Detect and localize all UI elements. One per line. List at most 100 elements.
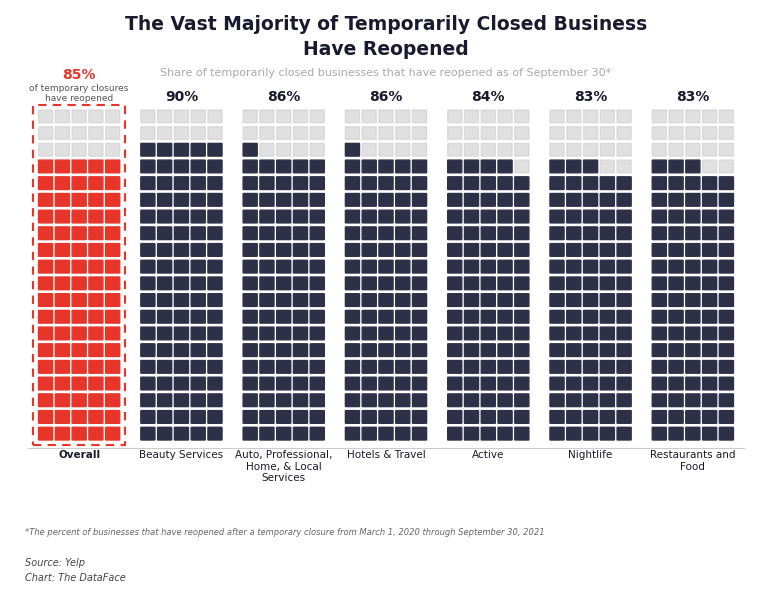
FancyBboxPatch shape (141, 410, 155, 423)
FancyBboxPatch shape (396, 410, 410, 423)
FancyBboxPatch shape (191, 143, 205, 156)
FancyBboxPatch shape (174, 394, 188, 407)
FancyBboxPatch shape (448, 194, 462, 206)
FancyBboxPatch shape (396, 177, 410, 190)
FancyBboxPatch shape (448, 410, 462, 423)
FancyBboxPatch shape (276, 244, 291, 256)
FancyBboxPatch shape (550, 244, 564, 256)
FancyBboxPatch shape (362, 227, 376, 239)
FancyBboxPatch shape (72, 110, 86, 122)
FancyBboxPatch shape (379, 110, 393, 122)
FancyBboxPatch shape (310, 227, 324, 239)
FancyBboxPatch shape (515, 210, 529, 223)
FancyBboxPatch shape (498, 244, 512, 256)
FancyBboxPatch shape (191, 227, 205, 239)
FancyBboxPatch shape (157, 377, 171, 390)
FancyBboxPatch shape (157, 394, 171, 407)
FancyBboxPatch shape (448, 127, 462, 139)
FancyBboxPatch shape (276, 294, 291, 307)
FancyBboxPatch shape (191, 410, 205, 423)
FancyBboxPatch shape (686, 427, 700, 440)
FancyBboxPatch shape (448, 110, 462, 122)
FancyBboxPatch shape (362, 127, 376, 139)
FancyBboxPatch shape (412, 344, 427, 356)
FancyBboxPatch shape (345, 160, 360, 173)
FancyBboxPatch shape (601, 177, 615, 190)
FancyBboxPatch shape (617, 210, 631, 223)
FancyBboxPatch shape (550, 160, 564, 173)
FancyBboxPatch shape (617, 227, 631, 239)
FancyBboxPatch shape (498, 427, 512, 440)
FancyBboxPatch shape (174, 327, 188, 340)
FancyBboxPatch shape (208, 127, 222, 139)
FancyBboxPatch shape (465, 410, 479, 423)
FancyBboxPatch shape (72, 310, 86, 323)
FancyBboxPatch shape (584, 127, 598, 139)
FancyBboxPatch shape (550, 227, 564, 239)
FancyBboxPatch shape (174, 260, 188, 273)
FancyBboxPatch shape (310, 344, 324, 356)
FancyBboxPatch shape (56, 210, 69, 223)
FancyBboxPatch shape (396, 227, 410, 239)
FancyBboxPatch shape (141, 310, 155, 323)
FancyBboxPatch shape (39, 277, 52, 290)
FancyBboxPatch shape (191, 310, 205, 323)
FancyBboxPatch shape (617, 377, 631, 390)
FancyBboxPatch shape (191, 294, 205, 307)
FancyBboxPatch shape (550, 344, 564, 356)
FancyBboxPatch shape (72, 410, 86, 423)
FancyBboxPatch shape (174, 194, 188, 206)
FancyBboxPatch shape (448, 260, 462, 273)
FancyBboxPatch shape (379, 227, 393, 239)
FancyBboxPatch shape (39, 377, 52, 390)
FancyBboxPatch shape (498, 310, 512, 323)
FancyBboxPatch shape (72, 427, 86, 440)
FancyBboxPatch shape (601, 277, 615, 290)
FancyBboxPatch shape (584, 160, 598, 173)
Text: Hotels & Travel: Hotels & Travel (347, 450, 425, 460)
FancyBboxPatch shape (567, 327, 581, 340)
FancyBboxPatch shape (276, 344, 291, 356)
FancyBboxPatch shape (481, 244, 496, 256)
FancyBboxPatch shape (686, 127, 700, 139)
FancyBboxPatch shape (39, 244, 52, 256)
FancyBboxPatch shape (89, 210, 103, 223)
FancyBboxPatch shape (157, 127, 171, 139)
FancyBboxPatch shape (601, 110, 615, 122)
FancyBboxPatch shape (720, 143, 733, 156)
FancyBboxPatch shape (72, 177, 86, 190)
FancyBboxPatch shape (260, 244, 274, 256)
FancyBboxPatch shape (141, 394, 155, 407)
FancyBboxPatch shape (396, 110, 410, 122)
FancyBboxPatch shape (465, 244, 479, 256)
FancyBboxPatch shape (174, 294, 188, 307)
FancyBboxPatch shape (174, 177, 188, 190)
FancyBboxPatch shape (72, 127, 86, 139)
FancyBboxPatch shape (310, 194, 324, 206)
FancyBboxPatch shape (584, 210, 598, 223)
FancyBboxPatch shape (39, 227, 52, 239)
FancyBboxPatch shape (191, 327, 205, 340)
FancyBboxPatch shape (56, 110, 69, 122)
FancyBboxPatch shape (617, 277, 631, 290)
FancyBboxPatch shape (157, 110, 171, 122)
FancyBboxPatch shape (174, 160, 188, 173)
FancyBboxPatch shape (601, 394, 615, 407)
FancyBboxPatch shape (56, 344, 69, 356)
FancyBboxPatch shape (260, 277, 274, 290)
FancyBboxPatch shape (157, 210, 171, 223)
FancyBboxPatch shape (379, 244, 393, 256)
FancyBboxPatch shape (601, 344, 615, 356)
FancyBboxPatch shape (293, 160, 307, 173)
Text: 83%: 83% (574, 90, 608, 104)
FancyBboxPatch shape (396, 377, 410, 390)
FancyBboxPatch shape (515, 327, 529, 340)
FancyBboxPatch shape (208, 160, 222, 173)
FancyBboxPatch shape (601, 160, 615, 173)
FancyBboxPatch shape (208, 260, 222, 273)
FancyBboxPatch shape (362, 110, 376, 122)
FancyBboxPatch shape (686, 143, 700, 156)
FancyBboxPatch shape (617, 294, 631, 307)
FancyBboxPatch shape (362, 410, 376, 423)
FancyBboxPatch shape (208, 143, 222, 156)
